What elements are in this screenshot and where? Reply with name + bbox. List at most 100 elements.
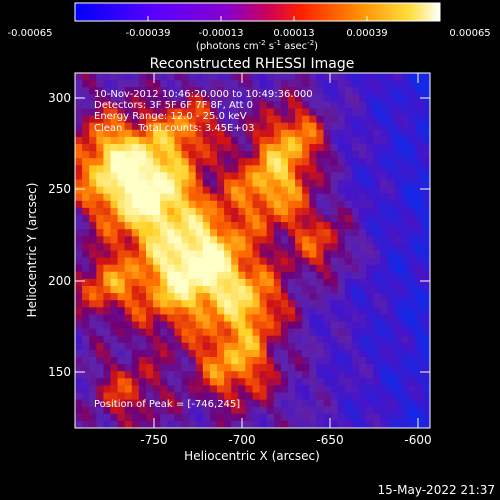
image-pixel	[167, 87, 175, 95]
image-pixel	[252, 101, 260, 109]
image-pixel	[401, 243, 410, 251]
image-pixel	[181, 87, 189, 95]
image-pixel	[160, 257, 168, 266]
image-pixel	[280, 193, 289, 202]
image-pixel	[75, 73, 83, 81]
image-pixel	[231, 108, 239, 116]
image-pixel	[323, 108, 331, 116]
image-pixel	[195, 73, 204, 81]
image-pixel	[359, 229, 367, 237]
image-pixel	[82, 335, 90, 344]
image-pixel	[330, 179, 339, 187]
image-pixel	[366, 300, 374, 308]
image-pixel	[351, 250, 360, 258]
image-pixel	[280, 165, 289, 173]
image-pixel	[373, 278, 381, 287]
image-pixel	[181, 80, 189, 88]
image-pixel	[96, 349, 104, 358]
image-pixel	[323, 186, 331, 195]
image-pixel	[124, 207, 133, 216]
image-pixel	[366, 342, 374, 351]
image-pixel	[252, 122, 260, 131]
image-pixel	[160, 151, 168, 159]
image-pixel	[394, 413, 402, 422]
image-pixel	[295, 293, 303, 301]
image-pixel	[117, 420, 126, 428]
image-pixel	[217, 413, 225, 422]
image-pixel	[167, 207, 175, 216]
image-pixel	[167, 229, 175, 237]
image-pixel	[89, 364, 97, 372]
image-pixel	[231, 165, 239, 173]
image-pixel	[252, 364, 260, 372]
image-pixel	[224, 392, 232, 400]
image-pixel	[224, 406, 232, 415]
image-pixel	[124, 193, 133, 202]
image-pixel	[408, 420, 417, 428]
image-pixel	[344, 172, 353, 180]
image-pixel	[174, 94, 182, 102]
image-pixel	[202, 392, 211, 400]
image-pixel	[394, 179, 402, 187]
image-pixel	[337, 165, 346, 173]
image-pixel	[394, 144, 402, 152]
image-pixel	[224, 286, 232, 294]
image-pixel	[408, 151, 417, 159]
image-pixel	[209, 179, 218, 187]
image-pixel	[167, 278, 175, 287]
image-pixel	[138, 129, 147, 138]
image-pixel	[344, 200, 353, 209]
image-pixel	[323, 172, 331, 180]
image-pixel	[401, 87, 410, 95]
image-pixel	[117, 307, 126, 315]
image-pixel	[89, 129, 97, 138]
image-pixel	[245, 328, 253, 337]
image-pixel	[89, 420, 97, 428]
image-pixel	[309, 73, 317, 81]
image-pixel	[351, 371, 360, 379]
image-pixel	[273, 101, 282, 109]
image-pixel	[167, 172, 175, 180]
image-pixel	[366, 243, 374, 251]
image-pixel	[295, 165, 303, 173]
image-pixel	[202, 186, 211, 195]
image-pixel	[422, 172, 430, 180]
image-pixel	[181, 271, 189, 280]
image-pixel	[366, 222, 374, 230]
image-pixel	[259, 165, 268, 173]
image-pixel	[188, 122, 197, 131]
image-pixel	[323, 200, 331, 209]
image-pixel	[415, 158, 424, 166]
image-pixel	[288, 378, 296, 386]
image-pixel	[75, 115, 83, 124]
image-pixel	[224, 122, 232, 131]
image-pixel	[82, 229, 90, 237]
image-pixel	[401, 236, 410, 244]
image-pixel	[415, 392, 424, 400]
image-pixel	[252, 229, 260, 237]
image-pixel	[89, 385, 97, 393]
image-pixel	[160, 193, 168, 202]
image-pixel	[167, 73, 175, 81]
image-pixel	[131, 257, 140, 266]
image-pixel	[351, 101, 360, 109]
image-pixel	[224, 342, 232, 351]
image-pixel	[422, 342, 430, 351]
image-pixel	[380, 215, 388, 223]
image-pixel	[209, 278, 218, 287]
image-pixel	[75, 364, 83, 372]
image-pixel	[330, 250, 339, 258]
image-pixel	[337, 335, 346, 344]
image-pixel	[280, 243, 289, 251]
image-pixel	[188, 186, 197, 195]
image-pixel	[309, 144, 317, 152]
image-pixel	[323, 179, 331, 187]
image-pixel	[217, 399, 225, 408]
image-pixel	[273, 271, 282, 280]
image-pixel	[288, 108, 296, 116]
image-pixel	[323, 314, 331, 322]
image-pixel	[330, 300, 339, 308]
image-pixel	[266, 200, 275, 209]
image-pixel	[394, 371, 402, 379]
image-pixel	[160, 186, 168, 195]
